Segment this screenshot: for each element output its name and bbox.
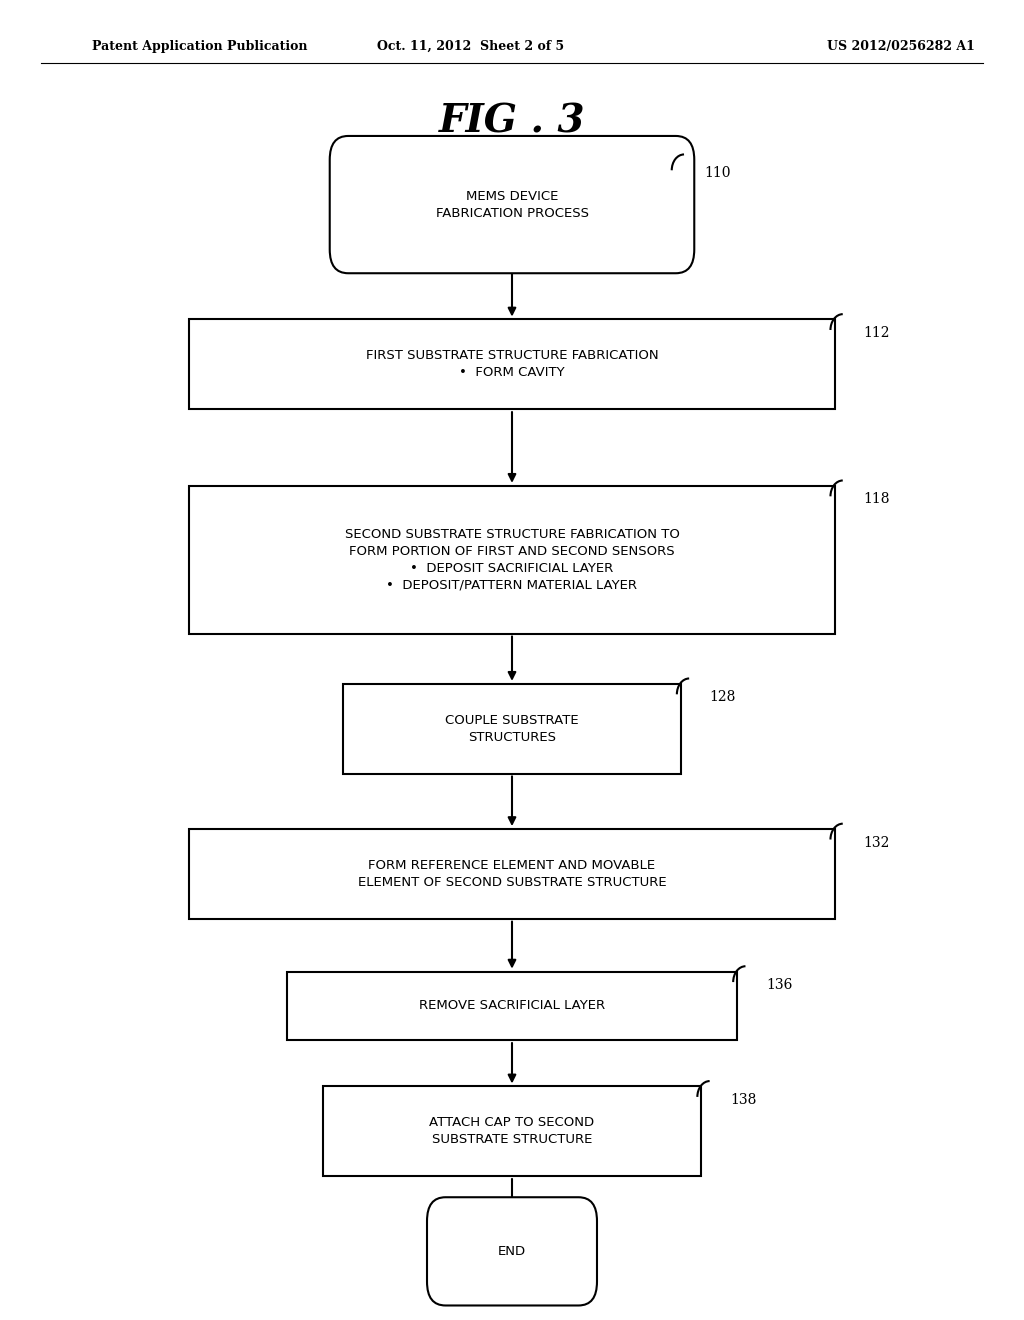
Text: 138: 138 [730,1093,757,1107]
Text: REMOVE SACRIFICIAL LAYER: REMOVE SACRIFICIAL LAYER [419,999,605,1012]
Text: FIG . 3: FIG . 3 [438,103,586,140]
Text: 128: 128 [710,690,736,705]
Text: 118: 118 [863,492,890,507]
FancyBboxPatch shape [427,1197,597,1305]
Text: FORM REFERENCE ELEMENT AND MOVABLE
ELEMENT OF SECOND SUBSTRATE STRUCTURE: FORM REFERENCE ELEMENT AND MOVABLE ELEME… [357,859,667,888]
Bar [189,486,835,634]
Text: US 2012/0256282 A1: US 2012/0256282 A1 [827,40,975,53]
Text: MEMS DEVICE
FABRICATION PROCESS: MEMS DEVICE FABRICATION PROCESS [435,190,589,219]
Text: END: END [498,1245,526,1258]
Bar [287,972,737,1040]
Text: SECOND SUBSTRATE STRUCTURE FABRICATION TO
FORM PORTION OF FIRST AND SECOND SENSO: SECOND SUBSTRATE STRUCTURE FABRICATION T… [344,528,680,591]
Text: 112: 112 [863,326,890,341]
Text: Oct. 11, 2012  Sheet 2 of 5: Oct. 11, 2012 Sheet 2 of 5 [378,40,564,53]
Text: 136: 136 [766,978,793,993]
Bar [323,1086,701,1176]
Text: FIRST SUBSTRATE STRUCTURE FABRICATION
•  FORM CAVITY: FIRST SUBSTRATE STRUCTURE FABRICATION • … [366,350,658,379]
Text: 132: 132 [863,836,890,850]
Bar [189,319,835,409]
Bar [189,829,835,919]
Text: Patent Application Publication: Patent Application Publication [92,40,307,53]
Text: 110: 110 [705,166,731,181]
FancyBboxPatch shape [330,136,694,273]
Text: ATTACH CAP TO SECOND
SUBSTRATE STRUCTURE: ATTACH CAP TO SECOND SUBSTRATE STRUCTURE [429,1117,595,1146]
Text: COUPLE SUBSTRATE
STRUCTURES: COUPLE SUBSTRATE STRUCTURES [445,714,579,743]
Bar [343,684,681,774]
